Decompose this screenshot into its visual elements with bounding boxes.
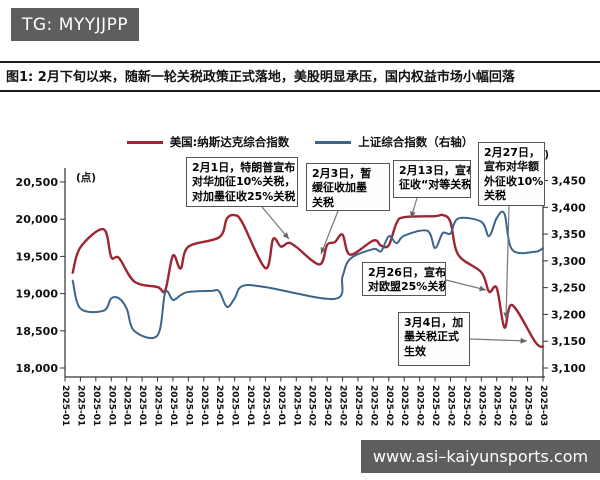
annotation-pointer-arrow (410, 211, 416, 218)
annotation-line: 3月4日，加 (404, 316, 464, 329)
x-axis-label: 2025-02-10 (368, 385, 378, 443)
x-axis-label: 2025-02-24 (476, 385, 486, 443)
y-axis-left-tick-label: 19,500 (16, 250, 59, 263)
annotation-pointer-line (320, 210, 339, 255)
x-axis-label: 2025-02-18 (430, 385, 440, 443)
x-axis-label: 2025-01-27 (260, 385, 270, 443)
annotation-box: 2月27日， 宣布对华额 外征收10% 关税 (478, 142, 545, 206)
x-axis-label: 2025-02-16 (415, 385, 425, 443)
x-axis-label: 2025-02-12 (384, 385, 394, 443)
x-axis-label: 2025-01-15 (168, 385, 178, 443)
y-axis-right-tick-label: 3,150 (551, 335, 586, 348)
annotation-line: 宣布对华额 (484, 160, 539, 174)
annotation-line: 关税 (484, 188, 506, 202)
annotation-line: 外征收10% (484, 174, 544, 188)
x-axis-label: 2025-01-09 (122, 385, 132, 443)
x-axis-label: 2025-02-26 (492, 385, 502, 443)
y-axis-right-tick-label: 3,200 (551, 308, 586, 321)
y-axis-right-tick-label: 3,100 (551, 362, 586, 375)
series-line-sse (71, 210, 544, 339)
y-axis-right-tick-label: 3,250 (551, 282, 586, 295)
x-axis-label: 2025-02-06 (338, 385, 348, 443)
x-axis-label: 2025-02-02 (307, 385, 317, 443)
annotation-box: 2月26日，宣布 对欧盟25%关税 (362, 262, 446, 296)
chart-legend: 美国:纳斯达克综合指数 上证综合指数（右轴） (0, 134, 600, 150)
annotation-pointer-arrow (520, 337, 527, 344)
x-axis-label: 2025-01-17 (183, 385, 193, 443)
watermark-bottom: www.asi–kaiyunsports.com (361, 440, 600, 473)
annotation-line: 对欧盟25%关税 (368, 280, 446, 294)
annotation-pointer-line (505, 205, 510, 320)
y-axis-right-tick-label: 3,300 (551, 255, 586, 268)
x-axis-label: 2025-01-07 (106, 385, 116, 443)
annotation-line: 2月1日，特朗普宣布 (192, 161, 296, 174)
x-axis-label: 2025-01-23 (230, 385, 240, 443)
annotation-pointer-arrow (503, 312, 510, 319)
legend-swatch-sse (315, 140, 352, 144)
x-axis-label: 2025-02-20 (445, 385, 455, 443)
y-axis-left-unit: (点) (76, 171, 96, 184)
annotation-line: 征收“对等关税” (399, 178, 470, 192)
legend-item-nasdaq: 美国:纳斯达克综合指数 (126, 134, 290, 150)
x-axis-label: 2025-01-19 (199, 385, 209, 443)
watermark-top: TG: MYYJJPP (11, 8, 139, 41)
legend-label-nasdaq: 美国:纳斯达克综合指数 (169, 135, 290, 149)
y-axis-left-tick-label: 20,500 (16, 176, 59, 189)
x-axis-label: 2025-02-22 (461, 385, 471, 443)
annotation-pointer-line (261, 206, 290, 240)
x-axis-label: 2025-02-28 (507, 385, 517, 443)
annotation-line: 生效 (404, 344, 426, 358)
legend-label-sse: 上证综合指数（右轴） (358, 135, 474, 149)
y-axis-right-tick-label: 3,350 (551, 228, 586, 241)
y-axis-left-tick-label: 20,000 (16, 213, 59, 226)
annotation-box: 3月4日，加 墨关税正式 生效 (398, 312, 470, 366)
x-axis-label-group: 2025-01-01 2025-01-03 2025-01-05 2025-01-07… (60, 385, 548, 443)
x-axis-label: 2025-01-31 (291, 385, 301, 443)
x-axis-label: 2025-01-03 (75, 385, 85, 443)
x-axis-label: 2025-02-08 (353, 385, 363, 443)
annotation-line: 2月27日， (484, 146, 540, 159)
annotation-line: 对华加征10%关税， (192, 175, 296, 189)
x-axis-label: 2025-03-02 (523, 385, 533, 443)
x-axis-label: 2025-01-11 (137, 385, 147, 443)
annotation-pointer-arrow (320, 247, 327, 254)
x-axis-label: 2025-01-25 (245, 385, 255, 443)
x-axis-label: 2025-01-13 (153, 385, 163, 443)
annotation-pointer-line (469, 338, 528, 342)
x-axis-label: 2025-01-05 (91, 385, 101, 443)
annotation-line: 关税 (312, 195, 334, 209)
annotation-line: 2月3日，暂 (312, 167, 372, 180)
y-axis-left-tick-label: 18,000 (16, 362, 59, 375)
annotation-line: 缓征收加墨 (312, 181, 367, 195)
annotation-pointer-arrow (282, 232, 289, 239)
series-line-nasdaq (71, 213, 545, 348)
annotation-box: 2月1日，特朗普宣布 对华加征10%关税， 对加墨征收25%关税 (186, 157, 298, 207)
x-axis-label: 2025-01-29 (276, 385, 286, 443)
x-axis-label: 2025-01-21 (214, 385, 224, 443)
y-axis-right-tick-label: 3,400 (551, 201, 586, 214)
annotation-line: 2月26日，宣布 (368, 266, 446, 279)
x-axis-label: 2025-01-01 (60, 385, 70, 443)
y-axis-left-tick-label: 19,000 (16, 288, 59, 301)
x-axis-label: 2025-02-04 (322, 385, 332, 443)
annotation-pointer-arrow (479, 285, 486, 292)
x-axis-label: 2025-03-04 (538, 385, 548, 443)
y-axis-right-tick-label: 3,450 (551, 175, 586, 188)
figure-title-band: 图1: 2月下旬以来，随新一轮关税政策正式落地，美股明显承压，国内权益市场小幅回… (0, 61, 600, 92)
annotation-line: 墨关税正式 (404, 330, 459, 344)
figure-title: 图1: 2月下旬以来，随新一轮关税政策正式落地，美股明显承压，国内权益市场小幅回… (6, 70, 515, 85)
annotation-line: 2月13日，宣布 (399, 164, 471, 177)
annotation-pointer-line (445, 279, 487, 291)
annotation-line: 对加墨征收25%关税 (192, 189, 296, 203)
x-axis-label: 2025-02-14 (399, 385, 409, 443)
legend-item-sse: 上证综合指数（右轴） (315, 134, 473, 150)
y-axis-left-tick-label: 18,500 (16, 325, 59, 338)
annotation-box: 2月3日，暂 缓征收加墨 关税 (306, 163, 390, 211)
legend-swatch-nasdaq (126, 140, 163, 144)
